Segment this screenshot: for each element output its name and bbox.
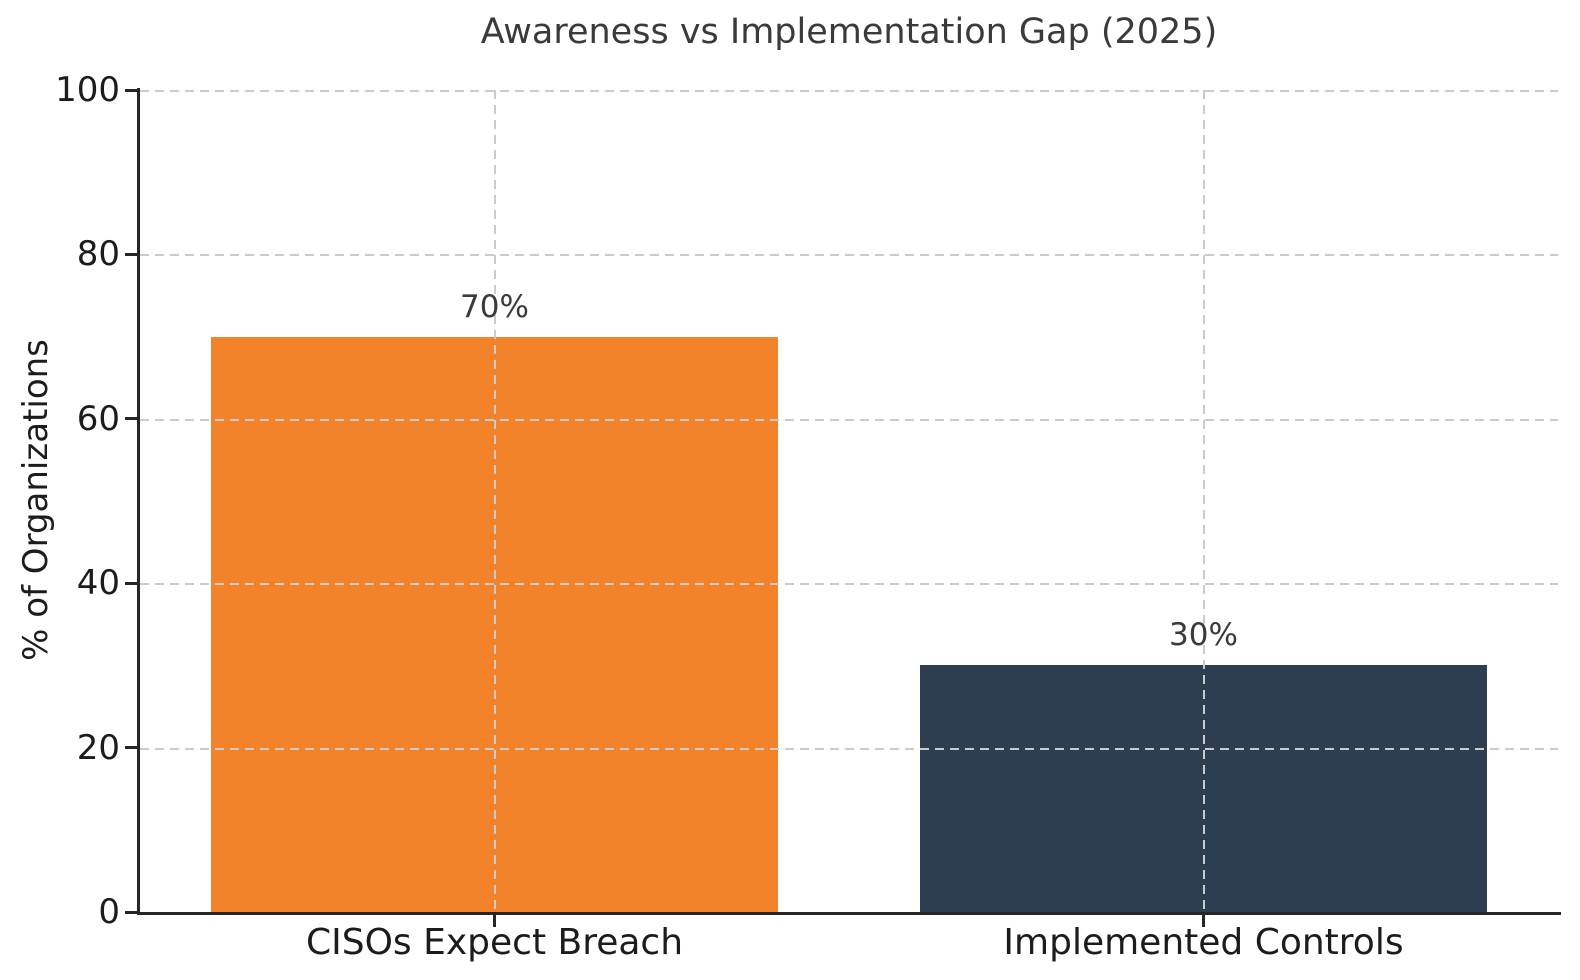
y-tick-label: 0 xyxy=(98,892,120,932)
y-axis-label: % of Organizations xyxy=(16,339,56,661)
y-tick-mark xyxy=(125,910,137,914)
y-axis-spine xyxy=(137,88,140,915)
y-tick-label: 80 xyxy=(76,234,120,275)
x-tick-mark xyxy=(493,915,496,927)
v-gridline-1 xyxy=(1202,90,1205,912)
x-tick-label: Implemented Controls xyxy=(1003,922,1404,963)
h-gridline-20 xyxy=(140,747,1558,750)
x-tick-mark xyxy=(1202,915,1205,927)
y-tick-label: 20 xyxy=(76,727,120,768)
h-gridline-40 xyxy=(140,583,1558,586)
h-gridline-100 xyxy=(140,90,1558,92)
y-tick-mark xyxy=(125,581,137,585)
x-tick-label: CISOs Expect Breach xyxy=(305,922,684,963)
plot-area: 70% 30% xyxy=(140,90,1558,912)
y-tick-label: 100 xyxy=(55,70,120,110)
bar-value-label: 30% xyxy=(1169,617,1238,654)
v-gridline-0 xyxy=(493,90,496,912)
chart-title: Awareness vs Implementation Gap (2025) xyxy=(480,12,1218,52)
h-gridline-60 xyxy=(140,418,1558,421)
y-tick-mark xyxy=(125,417,137,421)
bar-value-label: 70% xyxy=(460,288,529,325)
y-tick-label: 40 xyxy=(76,563,120,604)
y-tick-mark xyxy=(125,252,137,256)
y-tick-mark xyxy=(125,746,137,750)
h-gridline-80 xyxy=(140,254,1558,257)
x-axis-spine xyxy=(137,912,1561,915)
y-tick-label: 60 xyxy=(76,398,120,439)
y-tick-mark xyxy=(125,88,137,92)
